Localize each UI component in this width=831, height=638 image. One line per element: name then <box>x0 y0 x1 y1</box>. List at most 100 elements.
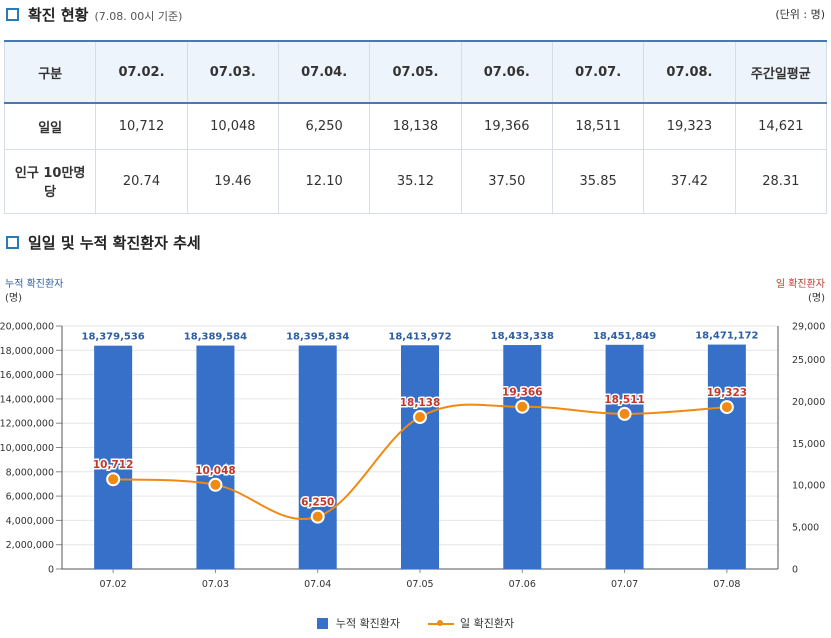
trend-chart: 0 2,000,000 4,000,000 6,000,000 8,000,000 10,… <box>0 322 825 591</box>
line-value-label: 10,048 <box>195 465 236 477</box>
daily-cases-point <box>413 410 427 425</box>
table-cell: 10,712 <box>95 102 188 150</box>
line-value-label: 19,366 <box>502 387 543 399</box>
left-axis-tick-label: 8,000,000 <box>6 467 54 478</box>
x-axis-tick-label: 07.07 <box>611 579 638 590</box>
left-axis-tick-label: 20,000,000 <box>0 322 54 333</box>
section-bullet-icon <box>6 236 19 249</box>
cumulative-bar <box>196 345 235 569</box>
line-value-label: 10,712 <box>93 459 134 471</box>
left-axis-tick-label: 14,000,000 <box>0 394 54 405</box>
legend-line-swatch <box>428 618 455 629</box>
left-axis-tick-label: 12,000,000 <box>0 419 54 430</box>
bar-value-label: 18,413,972 <box>388 331 451 342</box>
x-axis-tick-label: 07.08 <box>713 579 740 590</box>
cumulative-bar <box>94 345 133 569</box>
right-axis-tick-label: 10,000 <box>792 481 825 492</box>
table-cell: 19.46 <box>186 148 279 214</box>
left-axis-tick-label: 4,000,000 <box>6 516 54 527</box>
right-axis-title-text: 일 확진환자 <box>775 279 825 290</box>
table-cell: 19,366 <box>460 102 553 150</box>
section-bullet-icon <box>6 8 19 21</box>
line-value-label: 18,138 <box>400 397 441 409</box>
line-value-label: 19,323 <box>707 387 748 399</box>
line-value-label: 6,250 <box>301 497 334 509</box>
x-axis-tick-label: 07.04 <box>304 579 331 590</box>
x-axis-tick-label: 07.03 <box>202 579 229 590</box>
daily-cases-point <box>719 400 734 415</box>
table-cell: 20.74 <box>95 148 188 214</box>
right-axis-unit: (명) <box>807 293 825 304</box>
table-cell: 37.50 <box>460 148 553 214</box>
legend-label: 일 확진환자 <box>460 617 515 630</box>
table-cell: 18,511 <box>551 102 645 150</box>
bar-value-label: 18,389,584 <box>184 332 247 343</box>
status-title: 확진 현황 (7.08. 00시 기준) <box>28 6 183 24</box>
x-axis-tick-label: 07.02 <box>100 579 127 590</box>
trend-title: 일일 및 누적 확진환자 추세 <box>28 234 201 252</box>
col-header: 07.02. <box>95 40 188 104</box>
cumulative-bar <box>298 345 337 569</box>
unit-label: (단위 : 명) <box>775 8 825 21</box>
trend-section-header: 일일 및 누적 확진환자 추세 <box>6 232 201 253</box>
table-cell: 35.85 <box>551 148 645 214</box>
right-axis-tick-label: 25,000 <box>792 355 825 366</box>
left-axis-tick-label: 0 <box>48 565 54 576</box>
legend-bar-swatch <box>316 617 328 629</box>
table-cell: 14,621 <box>734 102 828 150</box>
right-axis-tick-label: 0 <box>792 565 798 576</box>
bar-value-label: 18,379,536 <box>82 332 145 343</box>
bar-value-label: 18,471,172 <box>695 331 758 342</box>
daily-cases-point <box>208 477 223 492</box>
cumulative-bar <box>707 344 746 569</box>
right-axis-tick-label: 15,000 <box>792 439 825 450</box>
table-cell: 10,048 <box>186 102 279 150</box>
right-axis-title: 일 확진환자 (명) <box>776 278 825 306</box>
cumulative-bar <box>503 345 542 569</box>
row-header: 일일 <box>3 102 97 150</box>
table-cell: 18,138 <box>369 102 462 150</box>
right-axis-tick-label: 29,000 <box>792 322 825 333</box>
table-cell: 6,250 <box>277 102 371 150</box>
bar-value-label: 18,451,849 <box>593 331 656 342</box>
status-section-header: 확진 현황 (7.08. 00시 기준) <box>6 4 182 25</box>
left-axis-title-text: 누적 확진환자 <box>5 279 64 290</box>
right-axis-tick-label: 5,000 <box>792 523 819 534</box>
col-header: 07.04. <box>277 40 371 104</box>
col-header: 07.07. <box>551 40 645 104</box>
col-header: 07.05. <box>369 40 462 104</box>
bar-value-label: 18,395,834 <box>286 331 349 342</box>
table-cell: 37.42 <box>643 148 736 214</box>
daily-cases-point <box>515 399 530 414</box>
left-axis-unit: (명) <box>5 293 23 304</box>
table-cell: 35.12 <box>369 148 462 214</box>
left-axis-tick-label: 6,000,000 <box>6 492 54 503</box>
col-header: 주간일평균 <box>734 40 828 104</box>
right-axis-tick-label: 20,000 <box>792 397 825 408</box>
col-header: 07.08. <box>643 40 736 104</box>
table-cell: 12.10 <box>277 148 371 214</box>
table-corner: 구분 <box>3 40 97 104</box>
x-axis-tick-label: 07.06 <box>509 579 536 590</box>
row-header: 인구 10만명당 <box>3 148 97 214</box>
daily-cases-point <box>617 406 632 421</box>
legend-item-cumulative: 누적 확진환자 <box>316 615 401 631</box>
chart-legend: 누적 확진환자 일 확진환자 <box>0 615 831 631</box>
legend-label: 누적 확진환자 <box>335 617 401 630</box>
left-axis-tick-label: 10,000,000 <box>0 443 54 454</box>
table-row: 인구 10만명당 20.74 19.46 12.10 35.12 37.50 3… <box>3 148 828 214</box>
table-row: 일일 10,712 10,048 6,250 18,138 19,366 18,… <box>3 102 828 150</box>
bar-value-label: 18,433,338 <box>491 331 554 342</box>
left-axis-tick-label: 2,000,000 <box>6 540 54 551</box>
table-cell: 28.31 <box>734 148 828 214</box>
col-header: 07.06. <box>460 40 553 104</box>
cumulative-bar <box>401 345 439 569</box>
table-cell: 19,323 <box>643 102 736 150</box>
daily-cases-point <box>106 472 121 487</box>
status-table: 구분 07.02. 07.03. 07.04. 07.05. 07.06. 07… <box>3 40 828 214</box>
left-axis-tick-label: 18,000,000 <box>0 346 54 357</box>
col-header: 07.03. <box>186 40 279 104</box>
table-header-row: 구분 07.02. 07.03. 07.04. 07.05. 07.06. 07… <box>3 40 828 104</box>
cumulative-bar <box>605 344 644 569</box>
line-value-label: 18,511 <box>604 394 645 406</box>
